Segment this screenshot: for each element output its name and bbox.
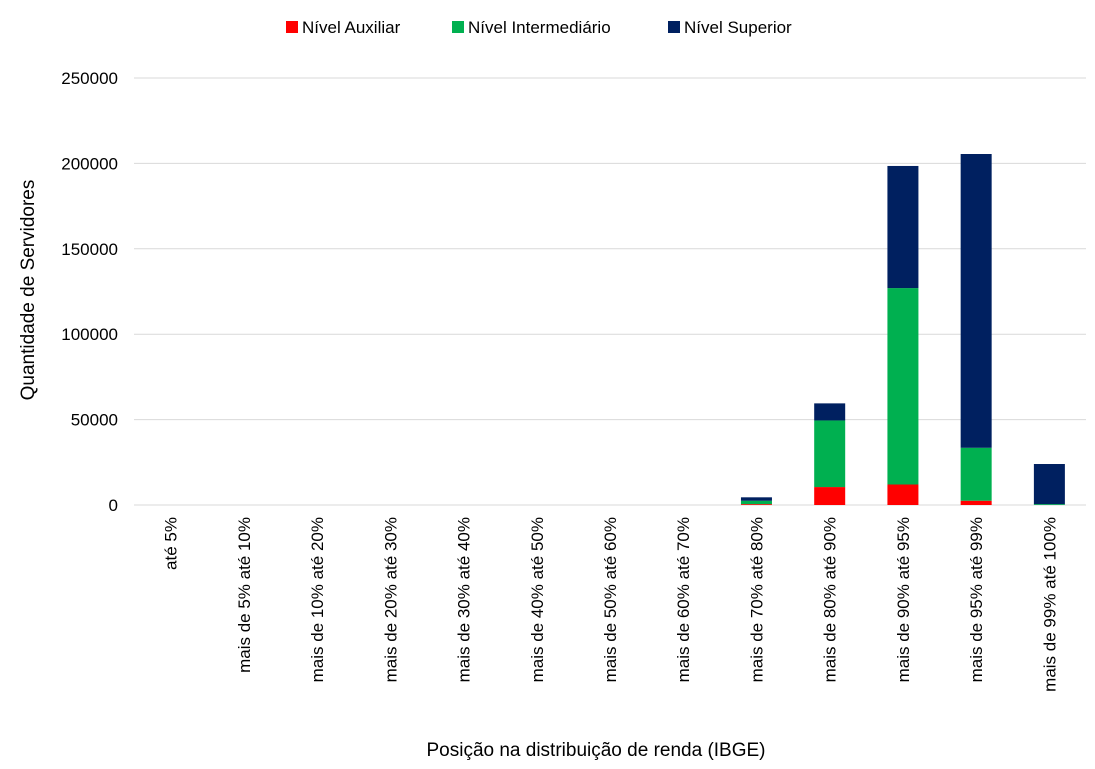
x-tick-label: mais de 40% até 50% [528,517,547,682]
x-tick-label: mais de 99% até 100% [1040,517,1059,692]
x-tick-label: mais de 5% até 10% [235,517,254,673]
x-tick-label: mais de 95% até 99% [967,517,986,682]
bar-segment [960,154,992,448]
y-tick-label: 50000 [71,411,118,430]
y-tick-label: 0 [109,496,118,515]
x-tick-label: mais de 20% até 30% [381,517,400,682]
legend-label: Nível Intermediário [468,18,611,37]
bar-segment [740,504,772,505]
y-tick-label: 200000 [61,154,118,173]
y-tick-label: 150000 [61,240,118,259]
x-axis-title: Posição na distribuição de renda (IBGE) [426,740,765,761]
bar-segment [814,403,846,421]
x-tick-label: mais de 10% até 20% [308,517,327,682]
bar-segment [887,288,919,485]
x-tick-label: mais de 50% até 60% [601,517,620,682]
bar-segment [960,500,992,505]
y-tick-label: 250000 [61,69,118,88]
bar-segment [814,420,846,488]
y-tick-label: 100000 [61,325,118,344]
bar-segment [1033,464,1065,505]
legend: Nível Auxiliar Nível Intermediário Nível S… [286,18,792,37]
x-tick-label: mais de 30% até 40% [455,517,474,682]
bar-segment [960,447,992,501]
y-axis-tick-labels: 0 50000 100000 150000 200000 250000 [61,69,118,515]
bar-segment [814,487,846,505]
x-tick-label: mais de 90% até 95% [894,517,913,682]
legend-swatch [286,21,298,33]
legend-label: Nível Auxiliar [302,18,401,37]
x-axis-tick-labels: até 5% mais de 5% até 10% mais de 10% até … [162,517,1060,692]
legend-label: Nível Superior [684,18,792,37]
x-tick-label: mais de 70% até 80% [747,517,766,682]
bar-segment [887,484,919,505]
bar-segment [740,500,772,505]
x-tick-label: mais de 80% até 90% [821,517,840,682]
x-tick-label: mais de 60% até 70% [674,517,693,682]
legend-swatch [668,21,680,33]
y-axis-title: Quantidade de Servidores [18,180,39,401]
bar-segment [740,497,772,501]
legend-swatch [452,21,464,33]
gridlines [134,77,1086,506]
bar-segment [887,165,919,289]
bars [740,154,1065,505]
bar-segment [1033,504,1065,505]
x-tick-label: até 5% [162,517,181,570]
